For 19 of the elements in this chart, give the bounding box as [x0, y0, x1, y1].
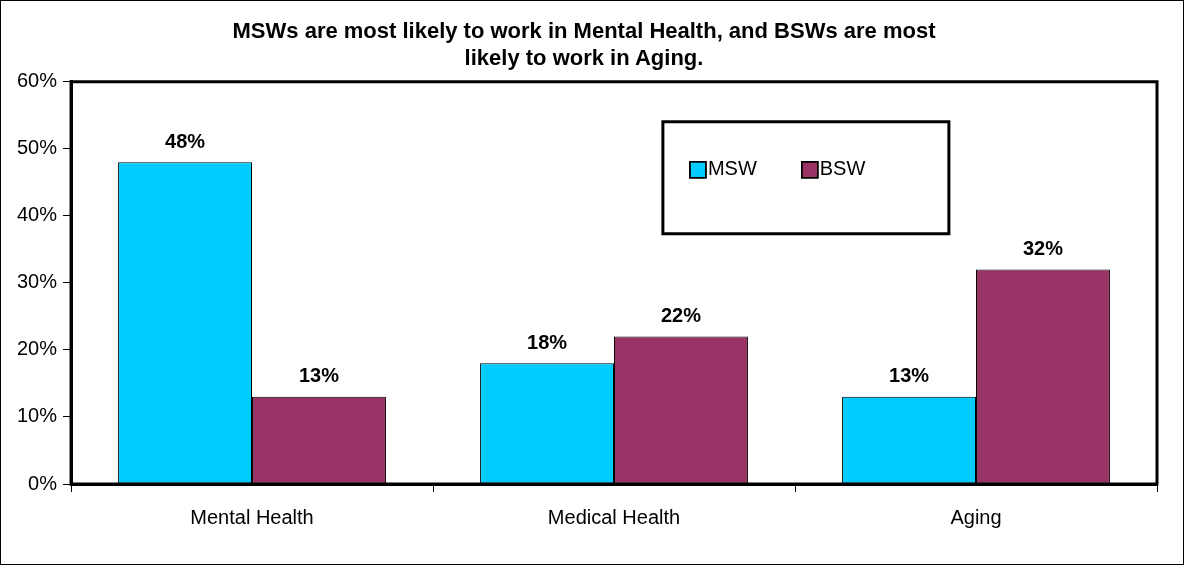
data-label: 13%: [889, 364, 930, 387]
y-tick-label: 20%: [17, 337, 58, 360]
legend-label: BSW: [819, 157, 866, 180]
y-tick-label: 10%: [17, 404, 58, 427]
y-tick-label: 0%: [28, 471, 58, 494]
data-label: 13%: [298, 364, 340, 387]
x-tick-label: Aging: [950, 505, 1002, 528]
y-tick-label: 40%: [17, 203, 58, 226]
data-label: 48%: [165, 129, 206, 152]
legend-label: MSW: [707, 157, 757, 180]
y-tick-label: 30%: [17, 270, 58, 293]
x-tick-label: Medical Health: [547, 505, 681, 528]
x-tick-label: Mental Health: [190, 505, 314, 528]
chart-title: MSWs are most likely to work in Mental Health, and BSWs are most likely to work in Aging.: [232, 18, 937, 70]
data-label: 22%: [660, 304, 702, 327]
y-tick-label: 50%: [17, 136, 58, 159]
data-label: 32%: [1022, 237, 1064, 260]
y-tick-label: 60%: [17, 69, 58, 92]
data-label: 18%: [527, 330, 568, 353]
